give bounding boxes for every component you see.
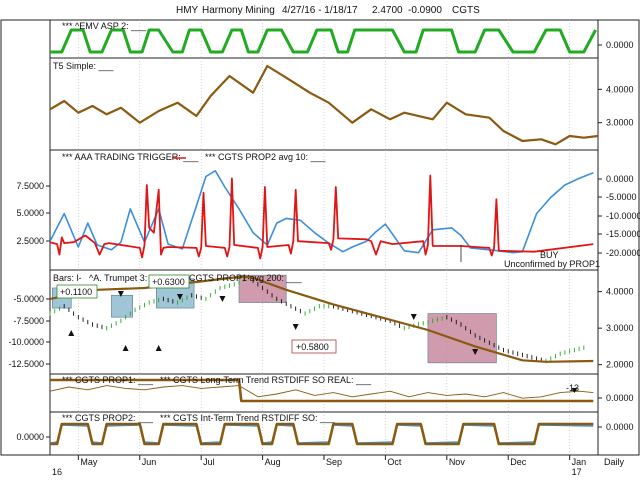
- p4-left-tick: -5.0000: [13, 294, 44, 304]
- p3-left-tick: 7.5000: [16, 181, 44, 191]
- x-tick-month: Jun: [142, 457, 157, 467]
- signal-arrow: [219, 296, 226, 302]
- p5-label-ltt: *** CGTS Long-Term Trend RSTDIFF SO REAL…: [160, 375, 372, 385]
- signal-arrow: [176, 294, 183, 300]
- ann-plus-0580: +0.5800: [296, 342, 329, 352]
- prop1-line: [50, 378, 594, 403]
- signal-arrow: [122, 345, 129, 351]
- p3-left-tick: 5.0000: [16, 208, 44, 218]
- x-tick-month: Nov: [449, 457, 466, 467]
- header-symbol: HMY: [176, 5, 199, 16]
- p3-label-trigger: *** AAA TRADING TRIGGER: ___: [62, 152, 199, 162]
- signal-arrow: [117, 291, 124, 297]
- ann-plus-0630-box: [148, 274, 190, 289]
- p2-right-tick: 4.0000: [606, 84, 634, 94]
- p3-left-tick: 2.5000: [16, 236, 44, 246]
- p4-left-tick: -12.5000: [8, 359, 44, 369]
- p4-left-tick: -10.0000: [8, 337, 44, 347]
- p4-right-tick: 3.0000: [606, 323, 634, 333]
- p3-right-tick: 0.0000: [606, 174, 634, 184]
- highlight-box: [427, 313, 497, 364]
- p3-right-tick: -10.0000: [606, 211, 640, 221]
- signal-arrow: [292, 324, 299, 330]
- p2-right-tick: 3.0000: [606, 118, 634, 128]
- x-year-left: 16: [52, 467, 62, 477]
- p6-left-tick: 0.0000: [16, 432, 44, 442]
- p6-label-itt: *** CGTS Int-Term Trend RSTDIFF SO: ___: [160, 413, 336, 423]
- ann-arrow: [571, 388, 578, 393]
- highlight-box: [111, 294, 133, 318]
- buy-label: BUY: [540, 250, 559, 260]
- header-change: -0.0900: [408, 5, 442, 16]
- prop2-avg10-line: [49, 170, 594, 254]
- header-code: CGTS: [452, 5, 480, 16]
- buy-sublabel: Unconfirmed by PROP1: [504, 259, 600, 269]
- ann-plus-0110: +0.1100: [60, 287, 92, 297]
- p1-right-tick: 0.0000: [606, 40, 634, 50]
- long-term-trend-line: [49, 385, 594, 399]
- p2-label: T5 Simple: ___: [53, 61, 115, 71]
- p4-label-prop1-avg: *** CGTS PROP1 avg 200: ___: [176, 273, 303, 283]
- signal-arrow: [410, 314, 417, 320]
- header-price: 2.4700: [372, 5, 403, 16]
- x-tick-month: Sep: [326, 457, 342, 467]
- p4-right-tick: 4.0000: [606, 287, 634, 297]
- p3-label-prop2: *** CGTS PROP2 avg 10: ___: [205, 152, 327, 162]
- p3-right-tick: -20.0000: [606, 248, 640, 258]
- t5-simple-line: [49, 64, 599, 146]
- trading-trigger-line: [49, 174, 594, 260]
- ann-plus-0580-box: [291, 339, 337, 354]
- p3-right-tick: -5.0000: [606, 192, 637, 202]
- p4-label-bars: Bars: l-: [53, 273, 82, 283]
- signal-arrow: [472, 349, 479, 355]
- ann-plus-0110-box: [56, 284, 98, 299]
- header-name: Harmony Mining: [202, 5, 275, 16]
- x-tick-month: Jan: [572, 457, 587, 467]
- signal-arrow: [155, 345, 162, 351]
- p1-label: *** ^EMV ASP 2: ___: [62, 21, 147, 31]
- p3-right-tick: -15.0000: [606, 229, 640, 239]
- outer-frame: [0, 19, 640, 456]
- ann-plus-0630: +0.6300: [152, 277, 185, 287]
- p6-right-tick: 0.0000: [606, 422, 634, 432]
- x-tick-month: Aug: [265, 457, 281, 467]
- p4-label-trumpet: ^A. Trumpet 3: ___: [89, 273, 166, 283]
- prop2-line: [50, 422, 594, 446]
- x-tick-month: May: [80, 457, 98, 467]
- emv-asp2-line: [50, 28, 597, 54]
- x-period-label: Daily: [604, 457, 625, 467]
- chart-header: HMY Harmony Mining 4/27/16 - 1/18/17 2.4…: [0, 0, 640, 20]
- p6-label-prop2: *** CGTS PROP2: ___: [62, 413, 154, 423]
- x-tick-month: Dec: [510, 457, 527, 467]
- signal-arrow: [68, 330, 75, 336]
- x-tick-month: Jul: [203, 457, 215, 467]
- p5-label-prop1: *** CGTS PROP1: ___: [62, 375, 154, 385]
- x-tick-month: Oct: [387, 457, 402, 467]
- p4-left-tick: -7.5000: [13, 316, 44, 326]
- p4-right-tick: 2.0000: [606, 360, 634, 370]
- x-year-right: 17: [572, 467, 582, 477]
- header-date-range: 4/27/16 - 1/18/17: [282, 5, 358, 16]
- int-term-trend-line: [49, 424, 594, 444]
- p5-right-tick: 0.0000: [606, 393, 634, 403]
